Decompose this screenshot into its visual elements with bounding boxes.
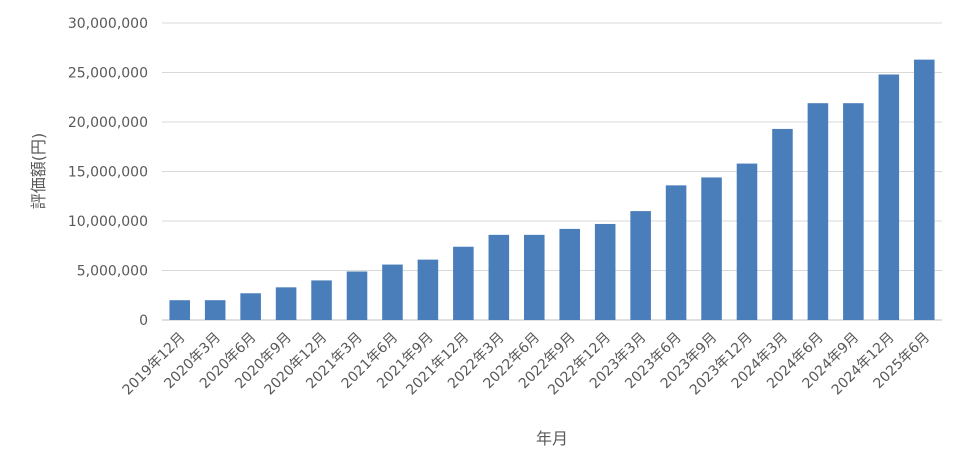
y-tick-label: 30,000,000	[68, 16, 148, 32]
bar	[488, 234, 510, 320]
bar	[169, 300, 191, 320]
bar	[559, 228, 581, 320]
bar	[275, 287, 297, 320]
x-axis-title: 年月	[536, 429, 568, 448]
bar	[382, 264, 403, 320]
bars	[169, 59, 935, 320]
bar	[843, 103, 864, 320]
y-axis-title: 評価額(円)	[29, 133, 48, 210]
bar	[913, 59, 935, 320]
bar	[878, 74, 900, 320]
y-tick-label: 25,000,000	[68, 66, 148, 82]
bar	[630, 211, 651, 320]
bar	[772, 128, 793, 320]
y-tick-label: 15,000,000	[68, 165, 148, 181]
bar	[204, 300, 226, 320]
y-tick-label: 20,000,000	[68, 115, 148, 131]
bar	[240, 293, 261, 320]
bar	[453, 246, 474, 320]
gridlines	[162, 22, 942, 321]
bar	[665, 185, 687, 320]
y-tick-label: 0	[139, 313, 148, 329]
bar	[736, 163, 758, 320]
bar	[701, 177, 722, 320]
bar	[311, 280, 332, 320]
y-axis-ticks: 0 5,000,000 10,000,000 15,000,000 20,000,000…	[68, 16, 148, 329]
y-tick-label: 5,000,000	[77, 264, 148, 280]
x-axis-ticks: 2019年12月2020年3月2020年6月2020年9月2020年12月202…	[120, 330, 933, 399]
bar	[807, 103, 829, 320]
bar	[417, 259, 439, 320]
y-tick-label: 10,000,000	[68, 214, 148, 230]
bar	[346, 271, 368, 320]
bar	[594, 223, 616, 320]
bar	[523, 234, 545, 320]
